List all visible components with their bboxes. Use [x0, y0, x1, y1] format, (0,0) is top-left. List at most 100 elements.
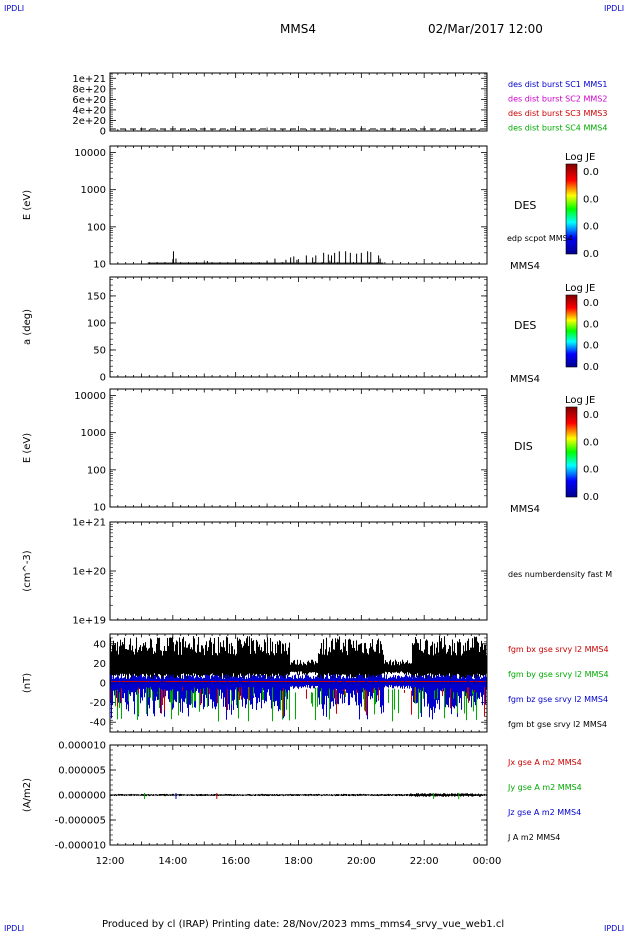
colorbar-tick-label: 0.0 — [583, 222, 599, 233]
legend-entry: des numberdensity fast M — [508, 570, 612, 579]
colorbar-tick-label: 0.0 — [583, 410, 599, 421]
panel-p1 — [109, 72, 488, 132]
y-tick-label: 40 — [93, 639, 106, 650]
footer-text: Produced by cl (IRAP) Printing date: 28/… — [102, 919, 505, 930]
y-axis-label: (A/m2) — [22, 778, 33, 812]
colorbar-tick-label: 0.0 — [583, 362, 599, 373]
y-tick-label: 1e+20 — [72, 567, 106, 578]
x-tick-label: 18:00 — [284, 856, 313, 867]
y-tick-label: -40 — [90, 718, 106, 729]
legend-entry: J A m2 MMS4 — [507, 833, 560, 842]
colorbar-tick-label: 0.0 — [583, 167, 599, 178]
y-tick-label: 10000 — [74, 391, 106, 402]
y-axis-label: E (eV) — [22, 433, 33, 463]
y-tick-label: -0.000005 — [55, 816, 106, 827]
colorbar-tick-label: 0.0 — [583, 437, 599, 448]
panel-p4 — [109, 388, 578, 508]
x-tick-label: 20:00 — [347, 856, 376, 867]
colorbar — [565, 406, 578, 498]
y-tick-label: 1e+19 — [72, 616, 106, 627]
colorbar-tick-label: 0.0 — [583, 249, 599, 260]
legend-entry: Jy gse A m2 MMS4 — [507, 783, 582, 792]
panel-p5 — [109, 521, 488, 621]
x-tick-label: 22:00 — [410, 856, 439, 867]
colorbar-tick-label: 0.0 — [583, 465, 599, 476]
y-tick-label: 2e+20 — [72, 116, 106, 127]
colorbar-tick-label: 0.0 — [583, 298, 599, 309]
series-trace — [110, 793, 487, 797]
legend-entry: fgm bz gse srvy l2 MMS4 — [508, 695, 608, 704]
panel-frame — [109, 145, 488, 265]
y-tick-label: 0 — [100, 679, 106, 690]
panel-frame — [109, 744, 488, 846]
legend-entry: fgm bt gse srvy l2 MMS4 — [508, 720, 607, 729]
x-tick-label: 14:00 — [158, 856, 187, 867]
legend-entry: fgm by gse srvy l2 MMS4 — [508, 670, 609, 679]
corner-label-bottom-left: IPDLI — [4, 924, 25, 933]
panel-frame — [109, 521, 488, 621]
y-tick-label: 150 — [87, 291, 106, 302]
colorbar-title: Log JE — [565, 283, 595, 294]
y-tick-label: 50 — [93, 345, 106, 356]
y-tick-label: 1000 — [81, 185, 106, 196]
spacecraft-label: MMS4 — [510, 504, 540, 515]
panel-label: DES — [514, 319, 536, 332]
y-tick-label: 0.000010 — [58, 741, 106, 752]
y-axis-label: a (deg) — [22, 309, 33, 345]
panel-frame — [109, 276, 488, 378]
y-tick-label: 6e+20 — [72, 95, 106, 106]
x-tick-label: 16:00 — [221, 856, 250, 867]
spacecraft-label: MMS4 — [510, 261, 540, 272]
panel-frame — [109, 633, 488, 733]
y-tick-label: 0 — [100, 127, 106, 138]
y-tick-label: 0.000005 — [58, 766, 106, 777]
panel-p7 — [109, 744, 488, 846]
corner-label-top-right: IPDLI — [604, 4, 625, 13]
overlay-label: edp scpot MMS4 — [507, 234, 573, 243]
y-tick-label: 1000 — [81, 428, 106, 439]
y-tick-label: 10000 — [74, 148, 106, 159]
panel-frame — [109, 388, 488, 508]
panel-frame — [109, 72, 488, 132]
panel-p6 — [109, 633, 488, 733]
y-tick-label: 0 — [100, 373, 106, 384]
legend-entry: des dist burst SC2 MMS2 — [508, 95, 607, 104]
y-tick-label: 100 — [87, 318, 106, 329]
spacecraft-title: MMS4 — [280, 22, 316, 36]
corner-label-bottom-right: IPDLI — [604, 924, 625, 933]
y-tick-label: 10 — [93, 260, 106, 271]
panel-label: DIS — [514, 440, 533, 453]
panel-p2 — [109, 145, 578, 265]
y-axis-label: (nT) — [22, 673, 33, 693]
y-tick-label: 4e+20 — [72, 105, 106, 116]
colorbar-title: Log JE — [565, 395, 595, 406]
y-tick-label: 10 — [93, 503, 106, 514]
colorbar-tick-label: 0.0 — [583, 194, 599, 205]
y-tick-label: 0.000000 — [58, 791, 106, 802]
y-tick-label: -20 — [90, 698, 106, 709]
y-tick-label: -0.000010 — [55, 841, 106, 852]
colorbar-tick-label: 0.0 — [583, 341, 599, 352]
y-tick-label: 20 — [93, 659, 106, 670]
colorbar-tick-label: 0.0 — [583, 319, 599, 330]
colorbar — [565, 294, 578, 368]
legend-entry: Jz gse A m2 MMS4 — [507, 808, 581, 817]
corner-label-top-left: IPDLI — [4, 4, 25, 13]
y-axis-label: E (eV) — [22, 190, 33, 220]
datetime-title: 02/Mar/2017 12:00 — [428, 22, 543, 36]
legend-entry: fgm bx gse srvy l2 MMS4 — [508, 645, 609, 654]
spacecraft-label: MMS4 — [510, 374, 540, 385]
colorbar-title: Log JE — [565, 152, 595, 163]
legend-entry: Jx gse A m2 MMS4 — [507, 758, 582, 767]
x-tick-label: 00:00 — [473, 856, 502, 867]
legend-entry: des dist burst SC4 MMS4 — [508, 124, 607, 133]
panel-label: DES — [514, 199, 536, 212]
y-tick-label: 8e+20 — [72, 84, 106, 95]
colorbar-tick-label: 0.0 — [583, 492, 599, 503]
y-tick-label: 100 — [87, 465, 106, 476]
panel-p3 — [109, 276, 578, 378]
colorbar — [565, 163, 578, 255]
y-tick-label: 1e+21 — [72, 518, 106, 529]
legend-entry: des dist burst SC1 MMS1 — [508, 80, 607, 89]
